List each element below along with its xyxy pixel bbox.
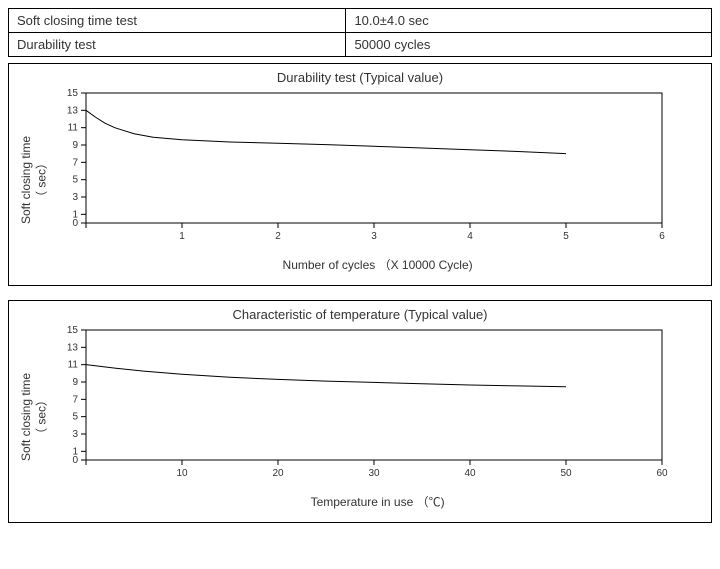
spec-value: 50000 cycles — [346, 33, 712, 57]
svg-text:9: 9 — [73, 377, 79, 388]
chart-title: Durability test (Typical value) — [17, 70, 703, 85]
table-row: Soft closing time test 10.0±4.0 sec — [9, 9, 712, 33]
svg-text:5: 5 — [563, 231, 569, 242]
svg-text:60: 60 — [657, 468, 669, 479]
y-axis-label: Soft closing time （ sec） — [17, 87, 52, 273]
svg-text:15: 15 — [67, 88, 79, 99]
x-axis-label: Temperature in use （℃) — [52, 493, 703, 510]
spec-value: 10.0±4.0 sec — [346, 9, 712, 33]
svg-text:20: 20 — [273, 468, 285, 479]
svg-text:1: 1 — [73, 209, 79, 220]
svg-text:40: 40 — [465, 468, 477, 479]
svg-text:4: 4 — [467, 231, 473, 242]
y-axis-label: Soft closing time （ sec） — [17, 324, 52, 510]
svg-text:7: 7 — [73, 394, 79, 405]
svg-text:5: 5 — [73, 412, 79, 423]
spec-table: Soft closing time test 10.0±4.0 sec Dura… — [8, 8, 712, 57]
svg-text:30: 30 — [369, 468, 381, 479]
table-row: Durability test 50000 cycles — [9, 33, 712, 57]
svg-text:9: 9 — [73, 140, 79, 151]
spec-label: Soft closing time test — [9, 9, 346, 33]
svg-text:13: 13 — [67, 105, 79, 116]
svg-text:1: 1 — [179, 231, 185, 242]
durability-chart-svg: 013579111315123456 — [52, 87, 672, 247]
svg-text:11: 11 — [68, 360, 79, 371]
svg-text:13: 13 — [67, 342, 79, 353]
svg-text:3: 3 — [73, 429, 79, 440]
x-axis-label: Number of cycles （X 10000 Cycle) — [52, 256, 703, 273]
svg-text:7: 7 — [73, 157, 79, 168]
svg-text:6: 6 — [659, 231, 665, 242]
svg-text:15: 15 — [67, 325, 79, 336]
svg-text:5: 5 — [73, 175, 79, 186]
svg-text:50: 50 — [561, 468, 573, 479]
svg-text:1: 1 — [73, 446, 79, 457]
svg-text:2: 2 — [275, 231, 281, 242]
temperature-chart-box: Characteristic of temperature (Typical v… — [8, 300, 712, 523]
svg-text:10: 10 — [177, 468, 189, 479]
chart-title: Characteristic of temperature (Typical v… — [17, 307, 703, 322]
durability-chart-box: Durability test (Typical value) Soft clo… — [8, 63, 712, 286]
svg-text:3: 3 — [73, 192, 79, 203]
spec-label: Durability test — [9, 33, 346, 57]
svg-text:11: 11 — [68, 123, 79, 134]
svg-text:3: 3 — [371, 231, 377, 242]
temperature-chart-svg: 013579111315102030405060 — [52, 324, 672, 484]
